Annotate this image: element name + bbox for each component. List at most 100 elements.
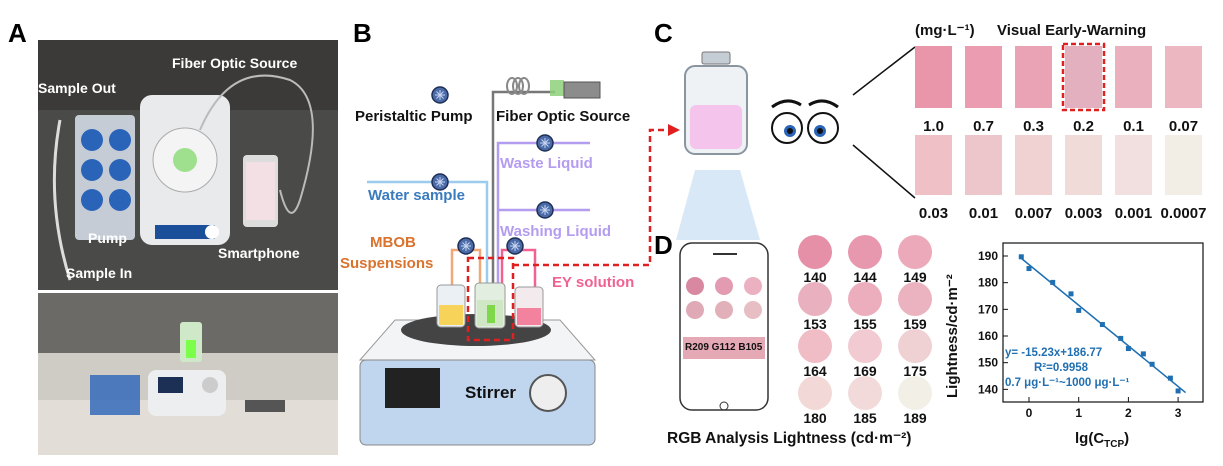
color-swatch [1015, 135, 1052, 195]
sample-bottle [676, 51, 760, 240]
data-point [1140, 351, 1146, 357]
label-waste-liquid: Waste Liquid [500, 155, 593, 172]
x-tick-label: 0 [1026, 406, 1033, 420]
label-ey-solution: EY solution [552, 274, 634, 291]
color-swatch [915, 135, 952, 195]
eyes-icon [771, 99, 839, 144]
swatch-value: 0.7 [973, 118, 994, 135]
y-tick-label: 180 [978, 276, 998, 290]
lightness-circle [898, 376, 932, 410]
lightness-circle [898, 235, 932, 269]
lightness-value: 169 [853, 363, 877, 379]
color-swatch [965, 46, 1002, 108]
linear-range: 0.7 μg·L⁻¹~1000 μg·L⁻¹ [1005, 377, 1129, 389]
photo-device-bottom [38, 293, 338, 455]
swatch-value: 0.0007 [1161, 205, 1207, 222]
lightness-chart: 0 1 2 3 140 150 160 170 180 190 y= -15.23x+186.77… [944, 242, 1204, 450]
lightness-circle [898, 329, 932, 363]
lightness-circle [798, 329, 832, 363]
swatch-value: 1.0 [923, 118, 944, 135]
photo-device-top: Fiber Optic Source Sample Out Pump Smart… [38, 40, 338, 290]
warning-threshold-box [1061, 42, 1106, 112]
color-swatch [1115, 135, 1152, 195]
lightness-value: 175 [903, 363, 927, 379]
color-swatch [1065, 46, 1102, 108]
fiber-source-box [563, 81, 601, 99]
panel-b-label: B [353, 18, 372, 48]
panel-c-label: C [654, 18, 673, 48]
smartphone: R209 G112 B105 [679, 242, 769, 411]
stirrer-display [385, 368, 440, 408]
lightness-value: 159 [903, 316, 927, 332]
data-point [1167, 375, 1173, 381]
flow-diagram: Peristaltic Pump Fiber Optic Source Wast… [340, 77, 680, 446]
label-mbob-line2: Suspensions [340, 255, 433, 272]
lightness-value: 144 [853, 269, 877, 285]
lightness-value: 140 [803, 269, 827, 285]
swatch-value: 0.01 [969, 205, 998, 222]
panel-d-label: D [654, 230, 673, 260]
label-water-sample: Water sample [368, 187, 465, 204]
lightness-circle [798, 282, 832, 316]
color-swatch [1115, 46, 1152, 108]
y-axis-label: Lightness/cd·m⁻² [944, 274, 961, 398]
x-tick-label: 2 [1125, 406, 1132, 420]
data-point [1068, 291, 1074, 297]
lightness-circle [798, 376, 832, 410]
swatch-value: 0.007 [1015, 205, 1053, 222]
color-swatch [965, 135, 1002, 195]
swatch-value: 0.1 [1123, 118, 1144, 135]
label-mbob-line1: MBOB [370, 234, 416, 251]
color-swatch [1065, 135, 1102, 195]
lightness-circle [848, 282, 882, 316]
data-point [1149, 361, 1155, 367]
label-smartphone: Smartphone [218, 245, 300, 261]
swatch-value: 0.03 [919, 205, 948, 222]
swatch-value: 0.2 [1073, 118, 1094, 135]
plot-frame [1002, 242, 1204, 403]
fit-r2: R²=0.9958 [1034, 362, 1089, 374]
label-sample-in: Sample In [66, 265, 132, 281]
lightness-value: 153 [803, 316, 827, 332]
lightness-value: 180 [803, 410, 827, 426]
label-sample-out: Sample Out [38, 80, 116, 96]
lightness-circle [898, 282, 932, 316]
y-tick-label: 190 [978, 249, 998, 263]
y-tick-label: 150 [978, 356, 998, 370]
x-tick-label: 1 [1075, 406, 1082, 420]
data-point [1050, 279, 1056, 285]
swatch-value: 0.003 [1065, 205, 1103, 222]
rgb-caption: RGB Analysis Lightness (cd·m⁻²) [667, 430, 911, 447]
lightness-circle [848, 235, 882, 269]
swatch-unit: (mg·L⁻¹) [915, 22, 975, 39]
label-peristaltic-pump: Peristaltic Pump [355, 108, 473, 125]
data-point [1125, 346, 1131, 352]
lightness-value: 149 [903, 269, 927, 285]
color-swatch [915, 46, 952, 108]
lightness-value: 189 [903, 410, 927, 426]
x-tick-label: 3 [1175, 406, 1182, 420]
lightness-value: 185 [853, 410, 877, 426]
label-pump: Pump [88, 230, 127, 246]
lightness-circle [848, 376, 882, 410]
lightness-circle [798, 235, 832, 269]
lightness-value: 164 [803, 363, 827, 379]
color-swatch [1015, 46, 1052, 108]
lightness-circle-grid: 140 144 149 153 155 159 164 169 175 180 185 189 [798, 235, 932, 426]
lightness-circle [848, 329, 882, 363]
color-swatch [1165, 46, 1202, 108]
stirrer: Stirrer [358, 314, 597, 446]
lightness-value: 155 [853, 316, 877, 332]
label-fiber-optic-source-b: Fiber Optic Source [496, 108, 630, 125]
label-washing-liquid: Washing Liquid [500, 223, 611, 240]
swatch-value: 0.3 [1023, 118, 1044, 135]
color-swatch [1165, 135, 1202, 195]
y-tick-label: 160 [978, 329, 998, 343]
fit-equation: y= -15.23x+186.77 [1005, 347, 1102, 359]
data-point [1099, 322, 1105, 328]
y-tick-label: 170 [978, 302, 998, 316]
label-fiber-optic-source: Fiber Optic Source [172, 55, 297, 71]
reaction-highlight-box [466, 256, 515, 342]
y-tick-label: 140 [978, 382, 998, 396]
